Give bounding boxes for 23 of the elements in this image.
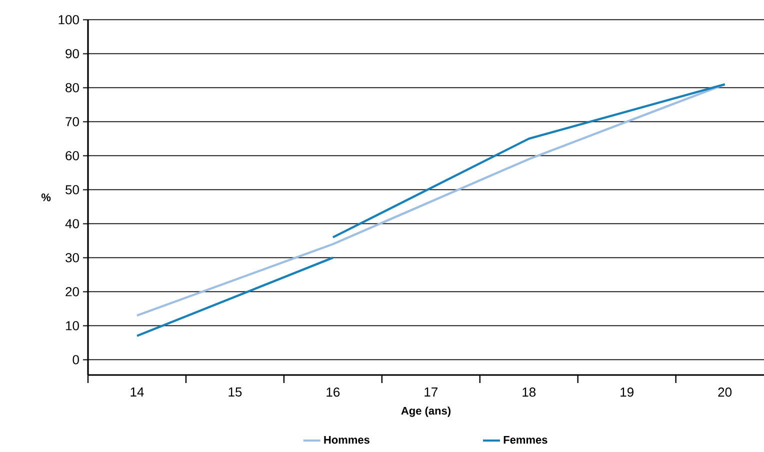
x-tick-label: 19: [620, 388, 634, 397]
line-series: [136, 83, 726, 317]
y-tick-label: 50: [66, 185, 79, 194]
x-tick-label: 16: [326, 388, 340, 397]
x-tick-label: 14: [130, 388, 144, 396]
legend-label: Femmes: [504, 436, 548, 444]
x-tick-label: 17: [424, 388, 438, 396]
y-tick-label: 100: [58, 15, 79, 24]
y-tick-label: 90: [66, 49, 79, 58]
y-tick-label: 20: [66, 287, 79, 296]
x-tick-label: 18: [522, 388, 536, 397]
y-tick-label: 60: [66, 151, 79, 160]
y-tick-label: 0: [72, 355, 79, 364]
y-tick-label: 80: [66, 83, 79, 92]
y-tick-label: 40: [65, 219, 79, 228]
y-tick-label: 30: [66, 253, 79, 262]
x-axis-title: Age (ans): [401, 406, 450, 417]
y-tick-label: 70: [66, 117, 79, 126]
y-axis-title: %: [41, 193, 51, 202]
x-tick-label: 15: [228, 388, 242, 397]
x-tick-label: 20: [718, 388, 732, 397]
legend-label: Hommes: [324, 436, 370, 444]
y-tick-label: 10: [66, 321, 79, 330]
